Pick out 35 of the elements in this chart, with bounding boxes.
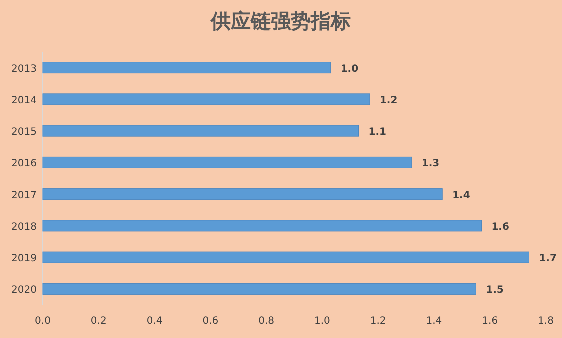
- bar: [42, 283, 476, 295]
- y-tick-label: 2015: [12, 127, 37, 138]
- x-tick-label: 0.6: [202, 316, 219, 327]
- chart-title: 供应链强势指标: [210, 9, 351, 33]
- data-label: 1.1: [368, 127, 387, 138]
- x-tick-label: 0.8: [258, 316, 275, 327]
- x-tick-label: 1.4: [426, 316, 442, 327]
- x-tick-label: 1.2: [370, 316, 386, 327]
- data-label: 1.4: [452, 190, 470, 202]
- x-tick-label: 1.0: [314, 316, 330, 327]
- data-label: 1.6: [492, 222, 510, 233]
- x-tick-label: 0.2: [90, 316, 107, 327]
- y-tick-label: 2013: [12, 64, 37, 75]
- bar: [42, 252, 530, 264]
- bar: [42, 188, 443, 200]
- data-label: 1.5: [486, 285, 504, 296]
- y-tick-label: 2016: [12, 158, 37, 170]
- x-tick-label: 0.4: [146, 316, 163, 327]
- data-label: 1.2: [380, 95, 398, 106]
- data-label: 1.0: [340, 64, 359, 75]
- bar: [42, 94, 370, 106]
- data-label: 1.7: [539, 254, 557, 265]
- y-tick-label: 2017: [12, 190, 37, 202]
- bar: [42, 156, 412, 168]
- bar: [42, 62, 332, 74]
- y-tick-label: 2018: [12, 222, 37, 233]
- y-tick-label: 2014: [12, 95, 37, 106]
- y-tick-label: 2019: [12, 254, 37, 265]
- x-tick-label: 1.6: [482, 316, 498, 327]
- bar: [42, 220, 482, 232]
- x-tick-label: 1.8: [538, 316, 554, 327]
- x-tick-label: 0.0: [35, 316, 51, 327]
- bar: [42, 125, 360, 137]
- data-label: 1.3: [422, 158, 440, 170]
- y-tick-label: 2020: [12, 285, 37, 296]
